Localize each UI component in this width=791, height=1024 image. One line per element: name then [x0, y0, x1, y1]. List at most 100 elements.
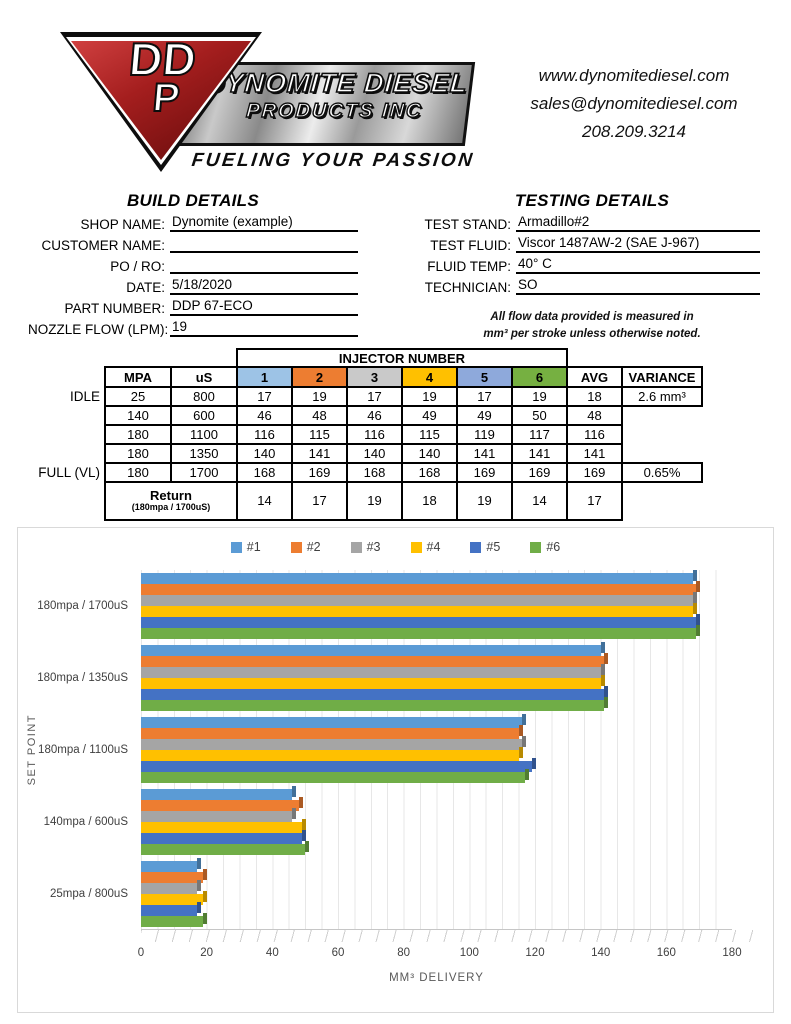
legend-label: #5: [486, 540, 501, 554]
us-cell: 1350: [170, 443, 238, 464]
legend-swatch-icon: [230, 541, 242, 553]
injector-value-cell: 140: [401, 443, 458, 464]
detail-field-row: PART NUMBER: DDP 67-ECO: [28, 295, 358, 316]
return-value-cell: 14: [236, 481, 293, 521]
field-label: DATE:: [126, 280, 165, 295]
field-value: Dynomite (example): [170, 213, 358, 232]
injector-value-cell: 116: [236, 424, 293, 445]
column-header: uS: [170, 366, 238, 388]
axis-hatch-marks: [141, 930, 763, 942]
data-bar: [141, 786, 297, 800]
us-cell: 600: [170, 405, 238, 426]
legend-label: #6: [546, 540, 561, 554]
us-cell: 800: [170, 386, 238, 407]
row-label-full: FULL (VL): [38, 465, 100, 480]
data-bar: [141, 869, 208, 883]
return-label: Return: [150, 487, 192, 503]
blank-cell: [105, 349, 237, 367]
chart-legend: #1 #2 #3 #4 #5 #6: [18, 540, 773, 554]
injector-value-cell: 46: [346, 405, 403, 426]
return-label-cell: Return (180mpa / 1700uS): [104, 481, 238, 521]
bar-3d-cap: [600, 675, 605, 686]
field-value: 40° C: [516, 255, 760, 274]
legend-item: #3: [350, 540, 381, 554]
x-tick-label: 160: [656, 947, 676, 959]
injector-value-cell: 115: [401, 424, 458, 445]
detail-field-row: PO / RO:: [28, 253, 358, 274]
legend-swatch-icon: [470, 541, 482, 553]
category-axis: 180mpa / 1700uS 180mpa / 1350uS 180mpa / 1…: [18, 570, 132, 930]
bar-group: [141, 858, 732, 930]
detail-field-row: SHOP NAME: Dynomite (example): [28, 211, 358, 232]
injector-value-cell: 119: [456, 424, 513, 445]
bar-group: [141, 642, 732, 714]
bar-3d-cap: [196, 902, 201, 913]
injector-value-cell: 19: [291, 386, 348, 407]
injector-value-cell: 49: [401, 405, 458, 426]
category-label: 180mpa / 1350uS: [37, 672, 128, 684]
table-row: 25 800 17 19 17 19 17 19 18 2.6 mm³: [104, 386, 703, 407]
mpa-cell: 140: [104, 405, 172, 426]
variance-cell: [622, 425, 702, 444]
legend-label: #2: [306, 540, 321, 554]
bar-3d-cap: [292, 808, 297, 819]
x-axis-ticks: 0 20 40 60 80 100 120 140 160 180: [138, 947, 742, 961]
data-bar: [141, 697, 608, 711]
detail-field-row: TEST STAND: Armadillo#2: [424, 211, 760, 232]
field-label: PO / RO:: [110, 259, 165, 274]
field-value: SO: [516, 276, 760, 295]
injector-value-cell: 116: [346, 424, 403, 445]
data-bar: [141, 736, 526, 750]
data-bar: [141, 808, 297, 822]
data-bar: [141, 830, 306, 844]
flow-data-note: All flow data provided is measured in mm…: [483, 311, 701, 340]
x-tick-label: 120: [525, 947, 545, 959]
return-value-cell: 18: [401, 481, 458, 521]
bar-3d-cap: [603, 653, 608, 664]
data-bar: [141, 581, 700, 595]
legend-item: #6: [530, 540, 560, 554]
x-tick-label: 140: [591, 947, 611, 959]
field-value: Viscor 1487AW-2 (SAE J-967): [516, 234, 760, 253]
data-bar: [141, 592, 697, 606]
field-label: CUSTOMER NAME:: [41, 238, 165, 253]
x-tick-label: 180: [722, 947, 742, 959]
legend-swatch-icon: [290, 541, 302, 553]
bar-3d-cap: [521, 736, 526, 747]
injector-value-cell: 17: [236, 386, 293, 407]
injector-value-cell: 168: [346, 462, 403, 483]
category-label: 180mpa / 1100uS: [38, 744, 128, 756]
legend-item: #1: [230, 540, 261, 554]
bar-group: [141, 714, 732, 786]
field-value: Armadillo#2: [516, 213, 760, 232]
injector-value-cell: 169: [511, 462, 568, 483]
legend-label: #4: [426, 540, 441, 554]
email-link: sales@dynomitediesel.com: [530, 94, 738, 113]
return-variance-cell: [622, 482, 702, 520]
company-logo: DYNOMITE DIESEL PRODUCTS INC DD P FUELIN…: [30, 8, 476, 188]
data-bar: [141, 841, 310, 855]
data-bar: [141, 614, 700, 628]
bar-3d-cap: [600, 664, 605, 675]
bar-3d-cap: [301, 819, 306, 830]
injector-value-cell: 115: [291, 424, 348, 445]
category-label: 180mpa / 1700uS: [37, 600, 128, 612]
field-value: [170, 272, 358, 274]
logo-monogram: DD P: [126, 32, 199, 121]
injector-value-cell: 50: [511, 405, 568, 426]
column-header-row: MPA uS 1 2 3 4 5 6 AVG VARIANCE: [104, 366, 703, 388]
blank-cell: [567, 349, 702, 367]
legend-label: #3: [366, 540, 381, 554]
flow-table-zone: IDLE FULL (VL) INJECTOR NUMBER MPA uS 1 2 3 4 5…: [0, 348, 791, 523]
bar-3d-cap: [600, 642, 605, 653]
injector-value-cell: 169: [291, 462, 348, 483]
field-label: FLUID TEMP:: [427, 259, 511, 274]
bar-3d-cap: [196, 880, 201, 891]
table-row: 180 1100 116 115 116 115 119 117 116: [104, 424, 702, 445]
column-header: 2: [291, 366, 348, 388]
legend-swatch-icon: [410, 541, 422, 553]
legend-swatch-icon: [530, 541, 542, 553]
variance-cell: [622, 406, 702, 425]
table-row: 140 600 46 48 46 49 49 50 48: [104, 405, 702, 426]
